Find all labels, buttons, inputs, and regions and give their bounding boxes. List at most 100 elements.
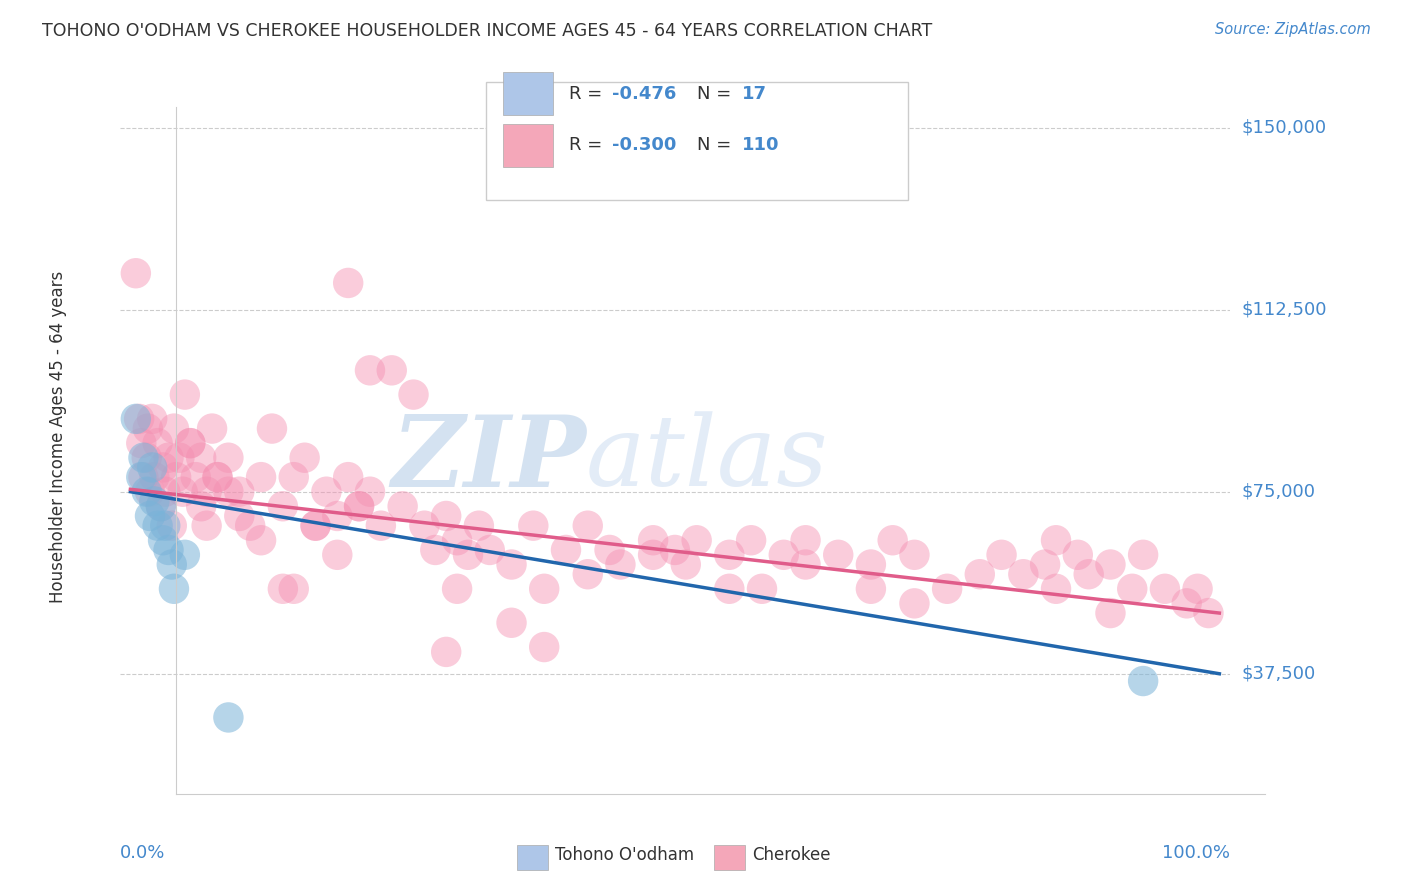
Text: $112,500: $112,500 — [1241, 301, 1327, 318]
Text: Source: ZipAtlas.com: Source: ZipAtlas.com — [1215, 22, 1371, 37]
Point — [184, 470, 207, 484]
Point — [157, 450, 180, 465]
Text: $37,500: $37,500 — [1241, 665, 1316, 682]
Point — [250, 533, 273, 548]
Point — [576, 518, 599, 533]
Point — [772, 548, 794, 562]
Point — [555, 543, 578, 558]
Point — [141, 412, 163, 426]
Point — [294, 450, 316, 465]
Point — [1121, 582, 1143, 596]
Point — [149, 500, 172, 514]
Point — [1198, 606, 1220, 620]
Point — [359, 363, 381, 377]
Point — [402, 387, 425, 401]
Point — [903, 596, 925, 610]
Text: 0.0%: 0.0% — [120, 844, 165, 863]
Point — [136, 421, 159, 435]
Point — [446, 582, 468, 596]
Point — [155, 484, 177, 499]
Point — [195, 484, 218, 499]
Point — [172, 484, 194, 499]
Point — [152, 460, 174, 475]
Point — [139, 508, 162, 523]
Point — [271, 582, 294, 596]
Point — [326, 548, 349, 562]
Point — [304, 518, 326, 533]
Point — [139, 484, 162, 499]
Point — [1067, 548, 1090, 562]
Point — [576, 567, 599, 582]
Point — [1045, 582, 1067, 596]
Point — [304, 518, 326, 533]
Point — [125, 266, 148, 280]
Point — [135, 484, 157, 499]
Text: N =: N = — [697, 85, 737, 103]
Point — [155, 518, 177, 533]
Point — [501, 558, 523, 572]
Text: Cherokee: Cherokee — [752, 846, 831, 863]
Point — [1077, 567, 1099, 582]
Text: $75,000: $75,000 — [1241, 483, 1316, 500]
Point — [685, 533, 707, 548]
Point — [501, 615, 523, 630]
Point — [1033, 558, 1056, 572]
Point — [207, 470, 229, 484]
Point — [135, 450, 157, 465]
Text: $150,000: $150,000 — [1241, 119, 1326, 136]
Point — [163, 582, 186, 596]
Point — [190, 500, 212, 514]
Point — [179, 436, 201, 450]
Point — [381, 363, 404, 377]
Point — [882, 533, 904, 548]
Point — [359, 484, 381, 499]
Point — [201, 421, 224, 435]
Point — [1099, 606, 1122, 620]
Point — [718, 548, 741, 562]
Point — [173, 387, 195, 401]
Point — [146, 436, 169, 450]
Point — [827, 548, 849, 562]
Point — [794, 558, 817, 572]
Point — [1154, 582, 1177, 596]
Point — [675, 558, 697, 572]
Point — [457, 548, 479, 562]
Point — [190, 450, 212, 465]
Point — [391, 500, 413, 514]
Text: -0.300: -0.300 — [612, 136, 676, 154]
Point — [643, 533, 665, 548]
Point — [217, 710, 239, 724]
Text: -0.476: -0.476 — [612, 85, 676, 103]
Point — [271, 500, 294, 514]
Point — [718, 582, 741, 596]
Point — [125, 412, 148, 426]
Point — [160, 518, 183, 533]
Point — [195, 518, 218, 533]
Text: ZIP: ZIP — [391, 411, 586, 508]
Point — [250, 470, 273, 484]
Point — [609, 558, 631, 572]
Point — [936, 582, 959, 596]
Point — [128, 412, 150, 426]
Point — [228, 484, 250, 499]
Point — [141, 460, 163, 475]
Text: 17: 17 — [741, 85, 766, 103]
FancyBboxPatch shape — [503, 72, 553, 115]
Point — [217, 450, 239, 465]
Point — [434, 508, 457, 523]
Point — [239, 518, 262, 533]
Point — [326, 508, 349, 523]
Point — [478, 543, 501, 558]
Text: TOHONO O'ODHAM VS CHEROKEE HOUSEHOLDER INCOME AGES 45 - 64 YEARS CORRELATION CHA: TOHONO O'ODHAM VS CHEROKEE HOUSEHOLDER I… — [42, 22, 932, 40]
Point — [132, 470, 155, 484]
Text: R =: R = — [569, 85, 609, 103]
Point — [969, 567, 991, 582]
Point — [533, 640, 555, 654]
Point — [347, 500, 370, 514]
Point — [163, 421, 186, 435]
Point — [468, 518, 491, 533]
Point — [1175, 596, 1198, 610]
Point — [1045, 533, 1067, 548]
Point — [1099, 558, 1122, 572]
Text: 110: 110 — [741, 136, 779, 154]
